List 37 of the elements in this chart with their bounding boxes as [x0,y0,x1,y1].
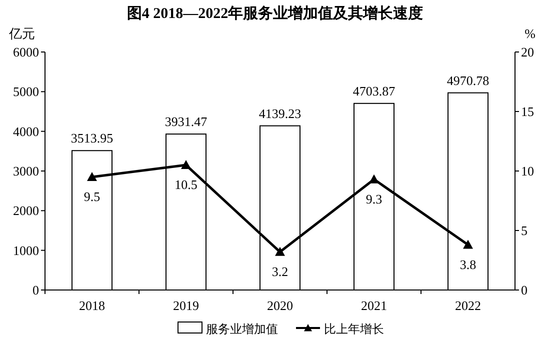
legend-label: 比上年增长 [324,322,384,336]
point [87,172,97,181]
data-label: 9.3 [366,191,382,206]
y2-tick-label: 15 [521,104,534,119]
y2-tick-label: 10 [521,164,534,178]
point [181,160,191,170]
y-tick-label: 2000 [13,203,39,218]
y-tick-label: 6000 [13,44,39,60]
y-tick-label: 4000 [13,124,39,139]
x-tick-label: 2021 [361,298,387,313]
y2-axis-title: % [524,26,536,41]
data-label: 3931.47 [164,114,208,130]
x-tick-label: 2022 [455,298,481,313]
data-label: 9.5 [84,188,100,204]
data-label: 4970.78 [446,72,490,88]
point [369,174,379,184]
y-tick-label: 0 [32,282,39,298]
y2-tick-label: 20 [521,44,534,60]
chart-title: 图4 2018—2022年服务业增加值及其增长速度 [126,4,424,22]
point [275,246,285,256]
y-axis-title: 亿元 [8,26,35,41]
x-tick-label: 2019 [173,298,199,313]
data-label: 4139.23 [258,106,302,121]
data-label: 3.2 [272,264,288,279]
y2-tick-label: 5 [521,223,528,238]
point [463,240,473,249]
x-tick-label: 2018 [79,298,105,313]
y-tick-label: 1000 [13,242,39,258]
y-tick-label: 3000 [13,164,39,178]
y-tick-label: 5000 [13,84,39,100]
data-label: 10.5 [174,177,198,192]
legend-label: 服务业增加值 [206,322,278,336]
y2-tick-label: 0 [521,282,528,298]
data-label: 3513.95 [70,130,114,146]
data-label: 3.8 [460,256,476,272]
x-tick-label: 2020 [267,298,293,313]
data-label: 4703.87 [352,83,396,98]
